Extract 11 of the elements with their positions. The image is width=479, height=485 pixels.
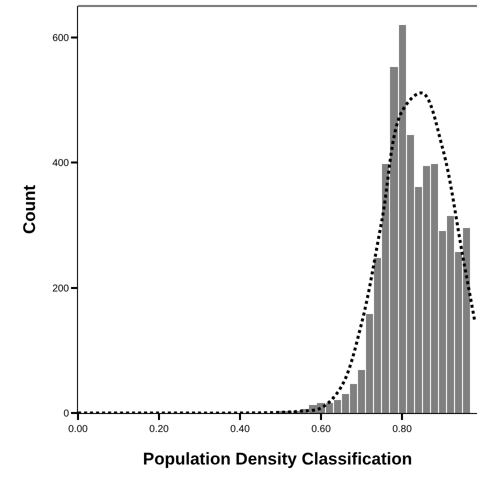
x-axis-title: Population Density Classification xyxy=(142,449,412,468)
y-tick-label: 200 xyxy=(52,283,70,294)
x-tick-label: 0.20 xyxy=(149,424,170,435)
y-tick-label: 0 xyxy=(63,408,70,420)
y-tick-label: 600 xyxy=(52,32,70,44)
y-tick-label: 400 xyxy=(52,158,70,170)
y-axis-title: Count xyxy=(20,184,39,234)
x-tick-label: 0.00 xyxy=(68,424,88,435)
x-tick-label: 0.80 xyxy=(392,424,412,435)
x-tick-label: 0.60 xyxy=(311,424,332,435)
x-tick-label: 0.40 xyxy=(230,424,250,435)
